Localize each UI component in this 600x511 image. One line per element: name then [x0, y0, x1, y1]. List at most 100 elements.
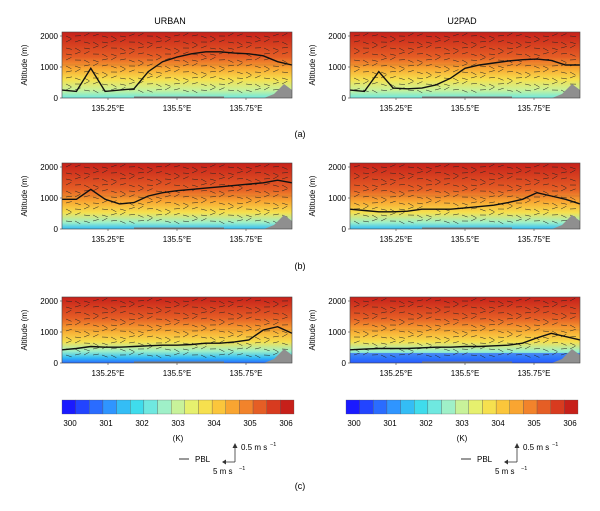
wind-vector	[281, 312, 288, 317]
wind-vector	[416, 62, 423, 67]
x-tick-label: 135.75°E	[229, 104, 262, 113]
wind-vector	[65, 164, 72, 168]
wind-vector	[83, 214, 90, 216]
wind-vector	[452, 190, 459, 193]
wind-vector	[416, 184, 423, 188]
wind-vector	[425, 354, 432, 358]
wind-vector	[416, 81, 423, 85]
wind-vector	[416, 324, 423, 327]
wind-vector	[245, 53, 252, 57]
wind-vector	[470, 312, 477, 315]
wind-vector	[452, 82, 459, 85]
wind-vector	[425, 200, 432, 204]
wind-vector	[497, 59, 504, 61]
wind-vector	[443, 318, 450, 323]
wind-vector	[146, 188, 153, 192]
wind-vector	[164, 336, 171, 340]
wind-vector	[227, 334, 234, 338]
wind-vector	[65, 76, 72, 79]
wind-vector	[389, 76, 396, 79]
wind-vector	[173, 212, 180, 216]
wind-vector	[209, 172, 216, 174]
wind-vector	[119, 336, 126, 340]
wind-vector	[371, 312, 378, 316]
wind-vector	[245, 345, 252, 350]
wind-vector	[110, 83, 117, 88]
urban-area-bar	[134, 361, 224, 363]
wind-vector	[416, 177, 423, 180]
wind-vector	[488, 83, 495, 87]
wind-vector	[182, 330, 189, 334]
wind-vector	[191, 312, 198, 316]
wind-vector	[398, 190, 405, 194]
wind-vector	[119, 65, 126, 69]
urban-area-bar	[422, 227, 512, 229]
wind-vector	[110, 328, 117, 332]
wind-vector	[443, 310, 450, 314]
wind-vector	[173, 47, 180, 51]
wind-vector	[263, 69, 270, 73]
colorbar-swatch	[414, 399, 429, 415]
wind-vector	[191, 324, 198, 328]
wind-vector	[236, 316, 243, 320]
colorbar-tick-label: 302	[135, 419, 149, 428]
wind-vector	[479, 182, 486, 186]
wind-vector	[542, 69, 549, 73]
wind-vector	[569, 188, 576, 192]
wind-vector	[65, 182, 72, 186]
wind-vector	[101, 214, 108, 217]
wind-vector	[281, 46, 288, 49]
wind-vector	[470, 170, 477, 174]
wind-vector	[191, 170, 198, 174]
wind-vector	[128, 33, 135, 37]
wind-vector	[209, 83, 216, 88]
wind-vector	[200, 306, 207, 310]
wind-vector	[83, 33, 90, 37]
wind-vector	[155, 310, 162, 314]
wind-vector	[407, 33, 414, 37]
wind-vector	[497, 300, 504, 305]
wind-vector	[506, 64, 513, 67]
wind-vector	[128, 303, 135, 308]
wind-vector	[479, 324, 486, 328]
wind-vector	[191, 334, 198, 338]
wind-vector	[533, 75, 540, 79]
wind-vector	[263, 35, 270, 38]
wind-vector	[506, 166, 513, 169]
wind-vector	[569, 324, 576, 329]
wind-vector	[83, 206, 90, 210]
wind-vector	[209, 212, 216, 216]
wind-vector	[227, 81, 234, 85]
wind-vector	[119, 318, 126, 323]
wind-vector	[524, 336, 531, 338]
wind-vector	[146, 324, 153, 328]
wind-vector	[407, 194, 414, 198]
wind-vector	[146, 166, 153, 170]
wind-vector	[254, 318, 261, 321]
wind-vector	[92, 45, 99, 49]
y-tick-label: 0	[342, 225, 347, 234]
y-tick-label: 1000	[40, 328, 58, 337]
wind-vector	[245, 188, 252, 192]
wind-vector	[110, 318, 117, 321]
wind-vector	[119, 52, 126, 55]
wind-vector	[200, 53, 207, 58]
wind-vector	[398, 202, 405, 205]
wind-vector	[515, 170, 522, 174]
wind-vector	[560, 219, 567, 222]
wind-vector	[119, 183, 126, 186]
wind-vector	[506, 312, 513, 316]
wind-vector	[515, 187, 522, 192]
wind-vector	[182, 32, 189, 37]
wind-vector	[569, 316, 576, 320]
wind-vector	[218, 336, 225, 339]
wind-vector	[497, 164, 504, 168]
wind-vector	[416, 299, 423, 302]
wind-vector	[218, 193, 225, 198]
wind-vector	[542, 339, 549, 344]
wind-vector	[281, 166, 288, 170]
wind-vector	[155, 196, 162, 199]
wind-vector	[434, 336, 441, 340]
wind-vector	[272, 348, 279, 352]
temperature-field	[62, 297, 292, 363]
